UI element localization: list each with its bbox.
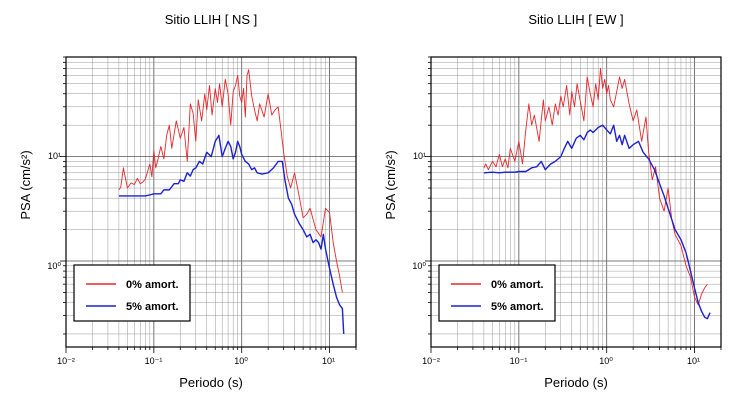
legend-label: 5% amort. [126,301,179,313]
y-tick-label: 10⁰ [412,261,426,271]
legend-box [438,264,556,322]
chart-title: Sitio LLIH [ NS ] [165,12,257,27]
legend-label: 0% amort. [126,279,179,291]
x-tick-label: 10⁻² [57,356,75,366]
x-axis-label: Periodo (s) [544,375,608,390]
series-line-amort-0 [483,67,708,306]
legend-label: 0% amort. [491,279,544,291]
plot-frame [65,56,357,348]
grid [65,56,357,347]
x-tick-label: 10⁻² [422,356,440,366]
series-line-amort-0 [118,69,343,293]
y-tick-label: 10⁰ [47,261,61,271]
x-axis-label: Periodo (s) [179,375,243,390]
legend-box [73,264,191,322]
series-layer [483,67,711,320]
y-tick-label: 10¹ [48,151,61,161]
x-tick-label: 10⁰ [599,356,613,366]
chart-panel-ns: Sitio LLIH [ NS ] 10⁻² 10⁻¹ 10⁰ 10¹ 10⁰ … [18,12,357,390]
series-layer [118,69,345,334]
x-tick-label: 10⁻¹ [145,356,163,366]
plot-frame [430,56,722,348]
y-axis-label: PSA (cm/s²) [383,150,398,219]
chart-panel-ew: Sitio LLIH [ EW ] 10⁻² 10⁻¹ 10⁰ 10¹ 10⁰ … [383,12,722,390]
x-tick-label: 10⁰ [234,356,248,366]
legend-label: 5% amort. [491,301,544,313]
x-tick-label: 10¹ [687,356,700,366]
legend: 0% amort. 5% amort. [438,264,556,322]
x-tick-label: 10⁻¹ [510,356,528,366]
series-line-amort-5 [483,124,711,320]
x-tick-label: 10¹ [322,356,335,366]
y-axis-label: PSA (cm/s²) [18,150,33,219]
axis-ticks [60,56,357,353]
legend: 0% amort. 5% amort. [73,264,191,322]
y-tick-label: 10¹ [413,151,426,161]
series-line-amort-5 [118,134,345,334]
axis-ticks [425,56,722,353]
chart-title: Sitio LLIH [ EW ] [528,12,623,27]
